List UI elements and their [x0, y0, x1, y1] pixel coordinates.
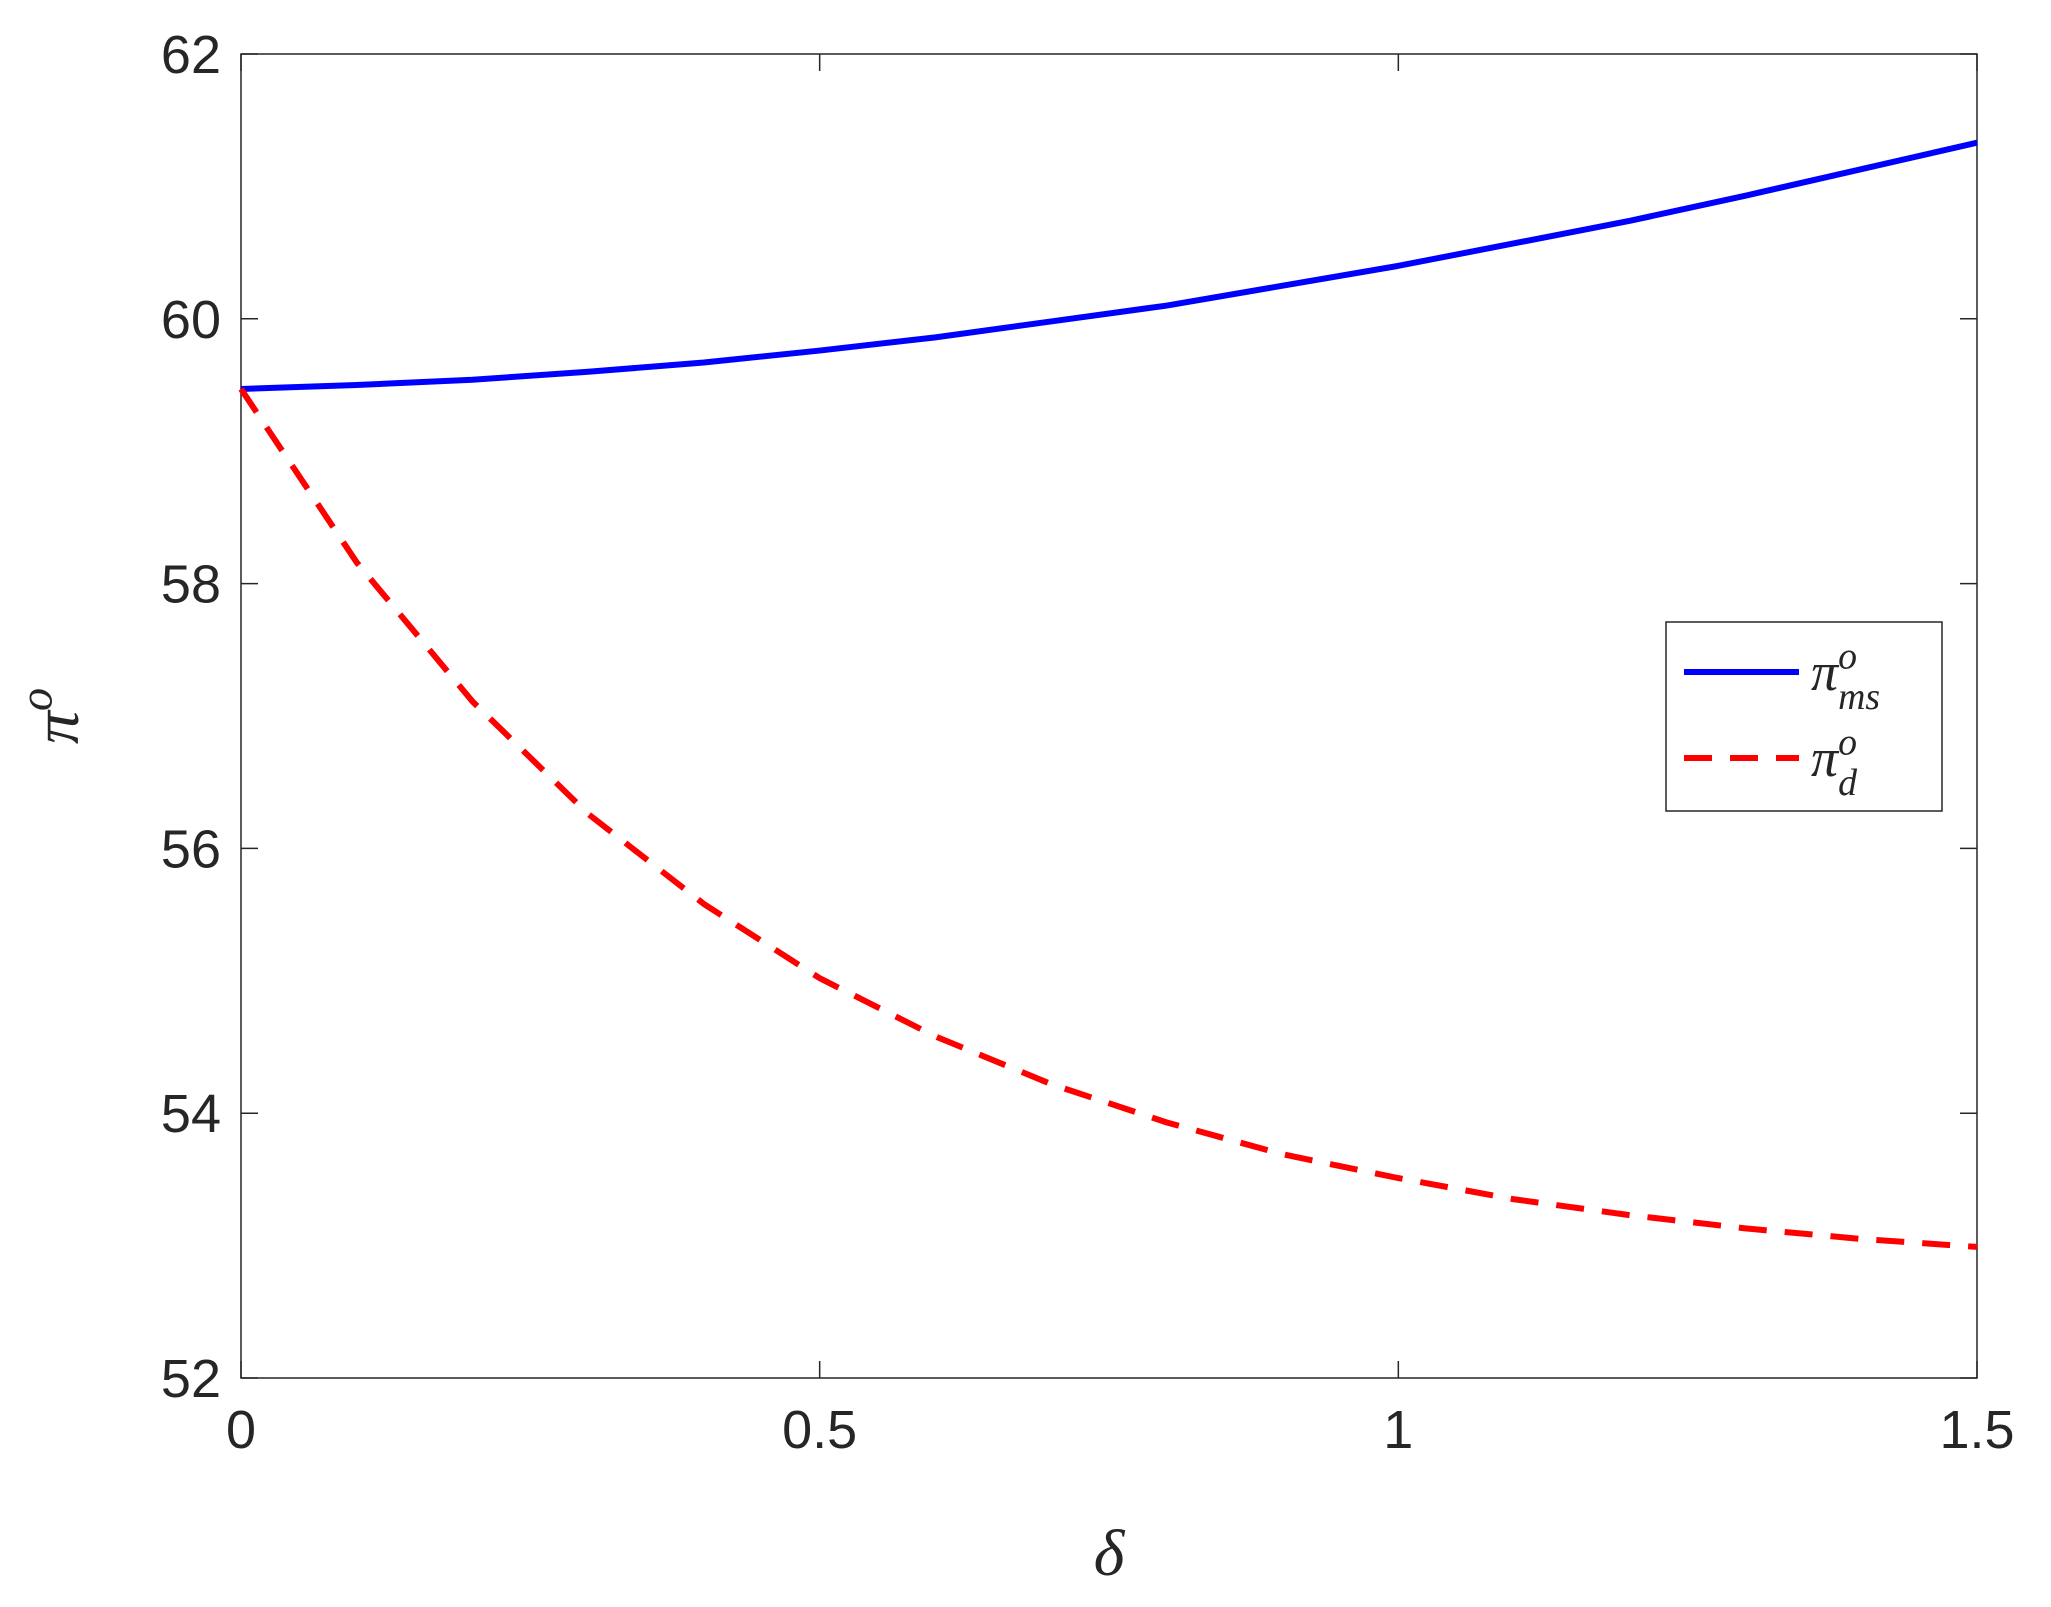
legend-label: πo ms: [1811, 635, 1880, 718]
x-tick-label: 1: [1383, 1400, 1413, 1460]
x-tick-label: 1.5: [1939, 1400, 2014, 1460]
y-axis-label: πo: [11, 688, 93, 744]
legend-label-base: π: [1811, 642, 1840, 702]
legend-label-sub: ms: [1838, 676, 1880, 718]
legend-label-base: π: [1811, 728, 1840, 788]
y-axis-label-sup: o: [11, 688, 62, 711]
y-tick-label: 62: [161, 25, 221, 85]
legend-label: πo d: [1811, 721, 1857, 804]
series-line: [238, 387, 1978, 1250]
x-tick-label: 0: [226, 1400, 256, 1460]
x-tick-label: 0.5: [782, 1400, 857, 1460]
x-axis-label: δ: [1094, 1517, 1126, 1590]
y-tick-label: 56: [161, 819, 221, 879]
legend-label-sub: d: [1838, 762, 1857, 804]
series-line: [240, 139, 1978, 392]
y-tick-label: 54: [161, 1084, 221, 1144]
x-axis-label-base: δ: [1094, 1517, 1126, 1590]
y-tick-label: 52: [161, 1349, 221, 1409]
y-axis-label-base: π: [20, 709, 93, 744]
legend-label-sup: o: [1838, 721, 1857, 763]
y-tick-label: 58: [161, 555, 221, 615]
y-tick-label: 60: [161, 290, 221, 350]
legend-label-sup: o: [1838, 635, 1857, 677]
legend-box: [1665, 621, 1943, 812]
